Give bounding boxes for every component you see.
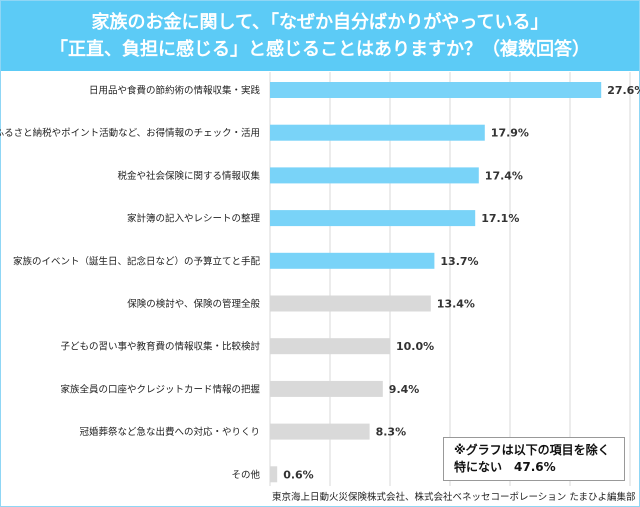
value-label: 13.4% [437,298,475,311]
bar [270,380,383,397]
bar [270,466,278,483]
bar [270,82,602,98]
value-label: 10.0% [396,340,434,353]
note-line-2: 特にない 47.6% [454,460,556,474]
category-label: ふるさと納税やポイント活動など、お得情報のチェック・活用 [0,127,260,139]
bar [270,252,435,269]
bar [270,167,479,184]
value-label: 9.4% [389,383,420,396]
category-label: 冠婚葬祭など急な出費への対応・やりくり [79,426,260,438]
bar [270,338,390,355]
value-label: 13.7% [440,255,478,268]
value-label: 0.6% [283,468,314,481]
category-label: 保険の検討や、保険の管理全般 [127,298,260,310]
value-label: 17.1% [481,212,519,225]
value-label: 17.4% [485,169,523,182]
category-label: 税金や社会保険に関する情報収集 [117,170,260,182]
value-label: 27.6% [607,84,640,97]
value-label: 17.9% [491,127,529,140]
category-label: その他 [231,469,260,481]
category-label: 家族のイベント（誕生日、記念日など）の予算立てと手配 [13,255,261,267]
bar [270,210,476,227]
value-label: 8.3% [376,426,407,439]
bar [270,423,370,440]
title-line-1: 家族のお金に関して、「なぜか自分ばかりがやっている」 [91,12,549,33]
category-label: 家計簿の記入やレシートの整理 [127,213,261,225]
bar [270,295,431,312]
chart-title: 家族のお金に関して、「なぜか自分ばかりがやっている」 「正直、負担に感じる」と感… [1,1,639,71]
category-label: 日用品や食費の節約術の情報収集・実践 [89,85,261,97]
category-label: 家族全員の口座やクレジットカード情報の把握 [60,383,260,395]
category-label: 子どもの習い事や教育費の情報収集・比較検討 [60,341,260,353]
source-credit: 東京海上日動火災保険株式会社、株式会社ベネッセコーポレーション たまひよ編集部 [272,492,636,503]
bar [270,124,485,141]
note-line-1: ※グラフは以下の項目を除く [454,443,610,457]
title-line-2: 「正直、負担に感じる」と感じることはありますか？（複数回答） [50,39,590,60]
note-box: ※グラフは以下の項目を除く 特にない 47.6% [443,437,625,481]
